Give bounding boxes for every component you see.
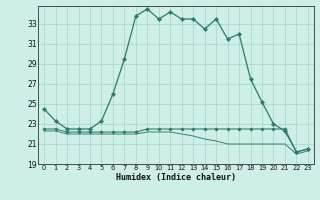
X-axis label: Humidex (Indice chaleur): Humidex (Indice chaleur) <box>116 173 236 182</box>
